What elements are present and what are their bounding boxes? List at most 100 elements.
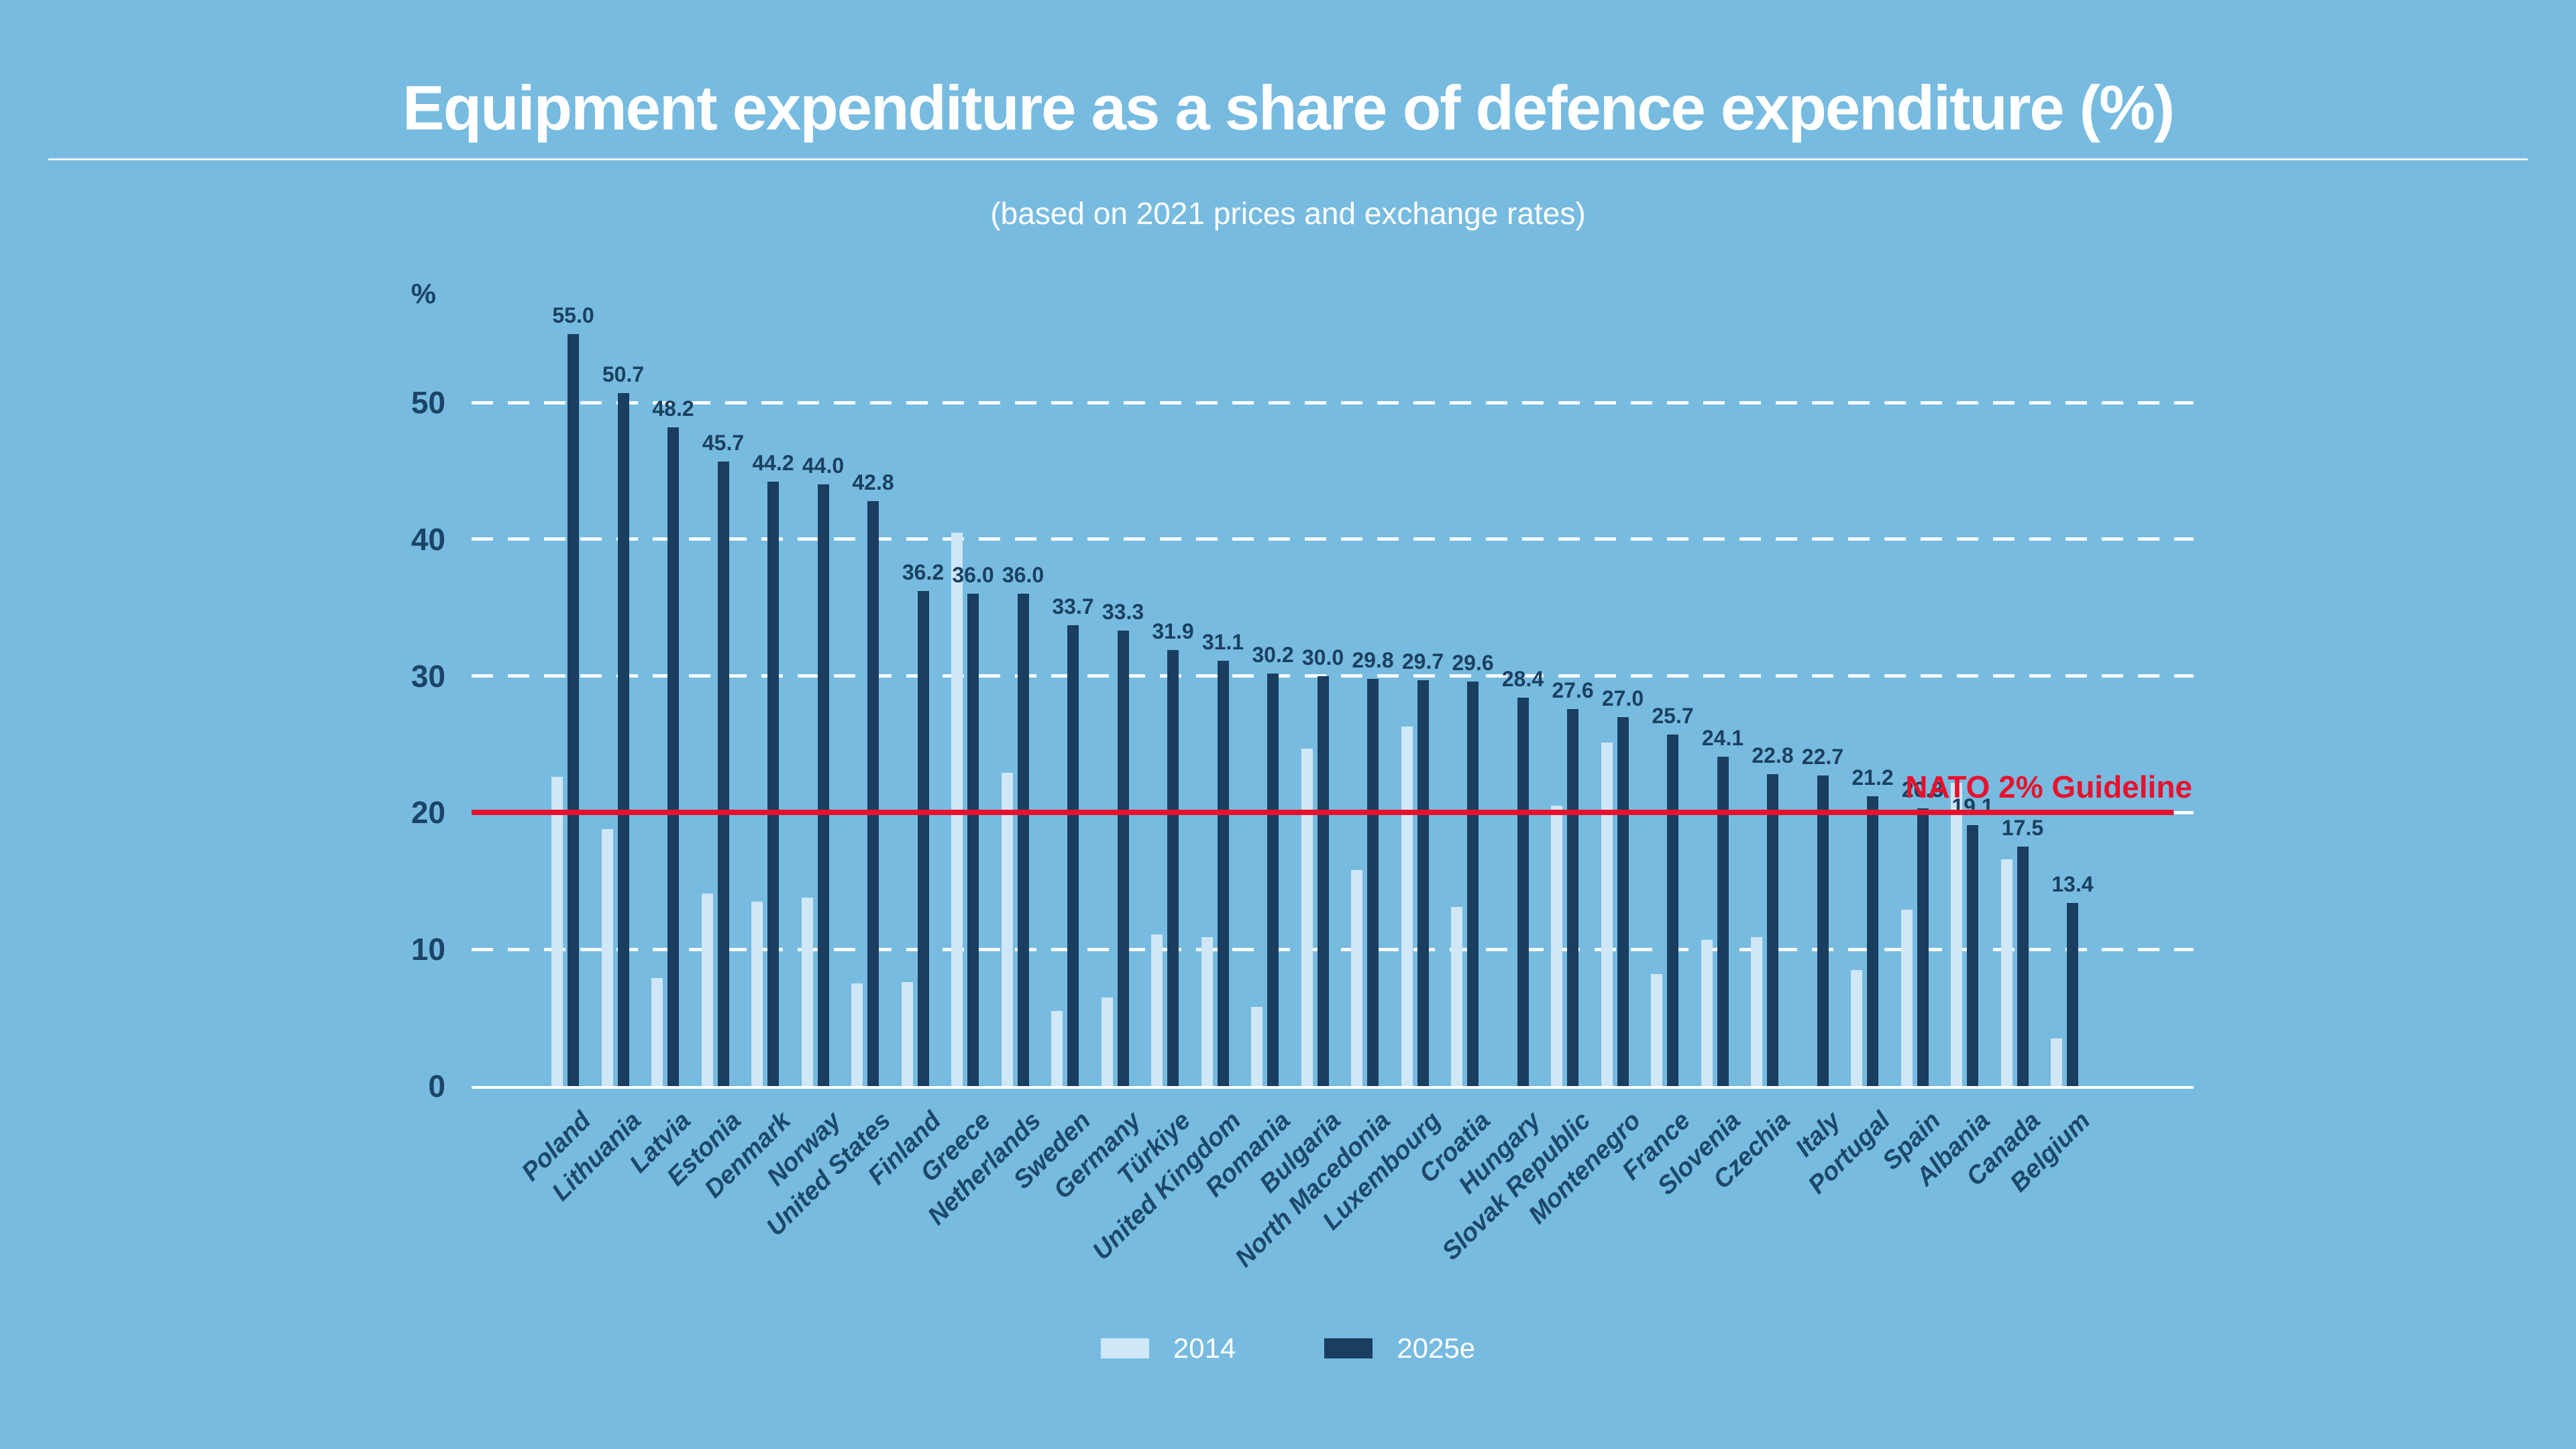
- chart-subtitle: (based on 2021 prices and exchange rates…: [990, 196, 1586, 231]
- bar-2025e-belgium: [2067, 902, 2078, 1086]
- bar-2014-albania: [1951, 782, 1962, 1086]
- bar-2025e-czechia: [1767, 774, 1778, 1086]
- bar-2014-romania: [1251, 1006, 1263, 1086]
- value-label-canada: 17.5: [2001, 816, 2044, 841]
- nato-guideline-line: [472, 810, 2174, 816]
- bar-2014-bulgaria: [1301, 748, 1313, 1086]
- nato-guideline-label: NATO 2% Guideline: [1905, 769, 2192, 805]
- value-label-luxembourg: 29.7: [1401, 649, 1444, 674]
- bar-2025e-finland: [917, 591, 929, 1086]
- bar-2014-france: [1651, 973, 1662, 1086]
- value-label-poland: 55.0: [552, 303, 594, 328]
- value-label-italy: 22.7: [1801, 745, 1844, 769]
- bar-2014-slovenia: [1701, 939, 1713, 1086]
- value-label-netherlands: 36.0: [1002, 563, 1044, 588]
- bar-2025e-netherlands: [1017, 594, 1029, 1086]
- value-label-latvia: 48.2: [652, 396, 694, 421]
- bar-2025e-albania: [1967, 824, 1978, 1086]
- y-tick-0: 0: [428, 1069, 445, 1104]
- bar-2025e-united-kingdom: [1217, 661, 1229, 1086]
- bar-2014-germany: [1101, 997, 1113, 1086]
- legend-label-2025e: 2025e: [1397, 1332, 1476, 1364]
- legend-swatch-2014: [1100, 1338, 1149, 1358]
- value-label-montenegro: 27.0: [1601, 686, 1644, 710]
- value-label-bulgaria: 30.0: [1301, 645, 1344, 669]
- y-tick-50: 50: [411, 385, 445, 420]
- bar-2025e-croatia: [1467, 681, 1479, 1086]
- bar-2014-netherlands: [1001, 773, 1013, 1086]
- value-label-czechia: 22.8: [1752, 743, 1794, 768]
- value-label-slovak-republic: 27.6: [1552, 678, 1594, 702]
- bar-2025e-t-rkiye: [1167, 649, 1179, 1086]
- bar-2025e-north-macedonia: [1367, 678, 1379, 1086]
- value-label-portugal: 21.2: [1851, 765, 1894, 790]
- bar-2014-denmark: [751, 901, 763, 1086]
- value-label-t-rkiye: 31.9: [1152, 619, 1194, 643]
- bar-2025e-poland: [568, 334, 579, 1086]
- value-label-united-states: 42.8: [852, 470, 894, 494]
- bar-2014-estonia: [701, 893, 713, 1086]
- y-tick-10: 10: [411, 932, 445, 967]
- value-label-greece: 36.0: [952, 563, 994, 588]
- value-label-north-macedonia: 29.8: [1352, 647, 1394, 672]
- bar-2025e-latvia: [667, 427, 679, 1086]
- bar-2025e-greece: [967, 594, 979, 1086]
- legend-label-2014: 2014: [1173, 1332, 1236, 1364]
- bar-2025e-estonia: [717, 461, 729, 1086]
- value-label-denmark: 44.2: [752, 451, 794, 476]
- bar-2025e-canada: [2017, 847, 2029, 1086]
- bar-2025e-france: [1667, 735, 1678, 1086]
- gridline-30: [472, 674, 2194, 678]
- value-label-sweden: 33.7: [1052, 594, 1094, 619]
- x-axis-baseline: [472, 1086, 2194, 1089]
- gridline-40: [472, 537, 2194, 541]
- bar-2014-croatia: [1451, 907, 1462, 1086]
- value-label-united-kingdom: 31.1: [1201, 630, 1244, 655]
- value-label-belgium: 13.4: [2051, 871, 2094, 896]
- legend-swatch-2025e: [1324, 1338, 1373, 1358]
- value-label-france: 25.7: [1652, 704, 1694, 729]
- bar-2014-t-rkiye: [1151, 934, 1163, 1086]
- bar-2014-latvia: [651, 977, 663, 1086]
- y-tick-30: 30: [411, 658, 445, 694]
- bar-2025e-lithuania: [617, 392, 629, 1086]
- y-axis-unit-label: %: [411, 278, 436, 309]
- bar-2025e-sweden: [1067, 625, 1079, 1086]
- bar-2025e-portugal: [1867, 796, 1878, 1086]
- gridline-50: [472, 400, 2194, 405]
- bar-2025e-bulgaria: [1317, 676, 1329, 1086]
- gridline-10: [472, 947, 2194, 951]
- bar-2025e-italy: [1817, 775, 1829, 1086]
- value-label-romania: 30.2: [1252, 642, 1294, 667]
- bar-2025e-romania: [1267, 673, 1279, 1086]
- bar-2025e-united-states: [867, 500, 879, 1086]
- bar-2014-greece: [951, 532, 963, 1086]
- bar-2025e-montenegro: [1617, 716, 1629, 1086]
- bar-2014-slovak-republic: [1551, 806, 1562, 1086]
- bar-2014-czechia: [1751, 936, 1762, 1086]
- value-label-slovenia: 24.1: [1701, 725, 1744, 750]
- bar-2014-united-kingdom: [1201, 936, 1213, 1086]
- bar-2025e-hungary: [1517, 698, 1529, 1086]
- title-divider-line: [48, 158, 2528, 160]
- y-tick-40: 40: [411, 521, 445, 557]
- bar-2014-montenegro: [1601, 743, 1613, 1086]
- chart-legend: 2014 2025e: [0, 1334, 2576, 1363]
- bar-2014-lithuania: [601, 828, 613, 1086]
- chart-title: Equipment expenditure as a share of defe…: [402, 72, 2175, 143]
- bar-2025e-slovenia: [1717, 756, 1729, 1086]
- bar-2025e-slovak-republic: [1567, 708, 1578, 1086]
- bar-2025e-germany: [1117, 631, 1129, 1086]
- bar-2014-luxembourg: [1401, 727, 1413, 1086]
- value-label-lithuania: 50.7: [602, 362, 645, 386]
- bar-2025e-luxembourg: [1417, 680, 1429, 1086]
- bar-2014-united-states: [851, 983, 863, 1086]
- bar-2025e-norway: [817, 484, 829, 1086]
- y-tick-20: 20: [411, 795, 445, 830]
- bar-2014-norway: [801, 897, 813, 1086]
- bar-2025e-spain: [1917, 808, 1929, 1086]
- bar-2014-canada: [2000, 859, 2012, 1086]
- bar-2014-sweden: [1051, 1010, 1063, 1086]
- value-label-germany: 33.3: [1102, 600, 1144, 625]
